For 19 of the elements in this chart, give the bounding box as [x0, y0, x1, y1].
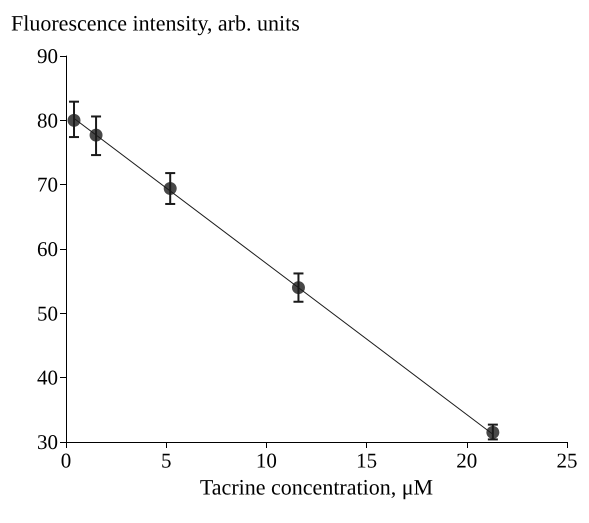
point	[68, 114, 81, 127]
x-tick-label: 0	[60, 448, 72, 472]
y-tick-label: 50	[37, 301, 58, 326]
point	[292, 281, 305, 294]
y-axis-title: Fluorescence intensity, arb. units	[11, 10, 300, 36]
y-tick-label: 40	[37, 366, 58, 390]
point	[90, 128, 103, 142]
y-tick-label: 30	[37, 430, 58, 454]
y-tick-label: 60	[37, 237, 58, 261]
x-tick-label: 5	[160, 448, 172, 472]
y-tick-label: 80	[37, 108, 58, 132]
x-tick-label: 25	[556, 448, 578, 472]
x-axis-title: Tacrine concentration, μM	[200, 474, 434, 500]
x-tick-label: 10	[256, 448, 277, 472]
x-tick-label: 15	[356, 448, 378, 472]
point	[164, 182, 177, 196]
y-tick-label: 90	[37, 44, 58, 68]
x-tick-label: 20	[456, 448, 478, 472]
y-tick-label: 70	[37, 172, 58, 197]
